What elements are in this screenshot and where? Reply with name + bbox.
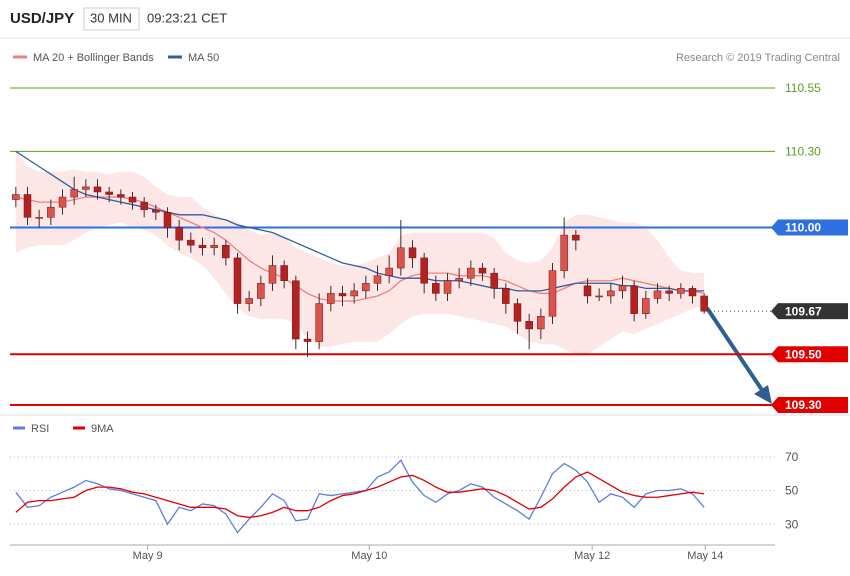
candle-body — [443, 280, 452, 294]
candle-body — [420, 257, 428, 284]
candle-body — [82, 186, 90, 190]
candle-body — [362, 283, 370, 292]
level-label-box — [778, 219, 848, 236]
candle-body — [607, 290, 615, 297]
candle-body — [373, 275, 382, 284]
candle-body — [385, 267, 393, 276]
time: 09:23:21 CET — [147, 10, 227, 25]
candle-body — [513, 303, 522, 322]
candle-body — [187, 239, 195, 246]
rsi-legend-label: RSI — [31, 423, 49, 435]
level-label-box — [778, 346, 848, 363]
level-label: 110.30 — [785, 145, 821, 159]
candle-body — [455, 277, 463, 281]
symbol: USD/JPY — [10, 10, 74, 27]
candle-body — [502, 288, 510, 304]
candle-body — [525, 321, 533, 330]
candle-body — [630, 285, 638, 314]
candle-body — [478, 267, 487, 274]
level-label-pointer — [771, 303, 778, 320]
candle-body — [303, 338, 312, 342]
candle-body — [408, 247, 417, 259]
x-tick-label: May 9 — [133, 550, 163, 562]
level-label: 110.55 — [785, 81, 821, 95]
candle-body — [58, 196, 67, 208]
rsi-tick-label: 30 — [785, 517, 799, 531]
legend-label: MA 50 — [188, 52, 219, 64]
candle-body — [245, 298, 253, 304]
candle-body — [350, 290, 358, 297]
level-label-box — [778, 397, 848, 413]
candle-body — [537, 315, 545, 330]
candle-body — [642, 298, 650, 314]
rsi-legend-label: 9MA — [91, 423, 114, 435]
candle-body — [280, 265, 288, 281]
candle-body — [35, 217, 43, 219]
candle-body — [315, 303, 323, 342]
candle-body — [140, 201, 148, 210]
x-tick-label: May 12 — [574, 550, 610, 562]
candle-body — [595, 295, 603, 298]
candle-body — [93, 186, 102, 193]
candle-body — [432, 283, 440, 294]
forecast-arrow — [705, 306, 768, 398]
candle-body — [560, 234, 568, 271]
candle-body — [653, 290, 662, 299]
level-label: 109.30 — [785, 398, 822, 412]
copyright: Research © 2019 Trading Central — [676, 52, 840, 64]
candle-body — [338, 293, 347, 297]
candle-body — [677, 288, 685, 294]
level-label-pointer — [771, 397, 778, 413]
candle-body — [198, 244, 207, 249]
legend-label: MA 20 + Bollinger Bands — [33, 52, 154, 64]
candle-body — [700, 295, 708, 312]
candle-body — [70, 189, 78, 198]
candle-body — [105, 191, 113, 195]
candle-body — [163, 212, 172, 228]
level-label-pointer — [771, 219, 778, 236]
rsi-line — [15, 471, 705, 519]
candle-body — [233, 257, 242, 304]
x-tick-label: May 14 — [687, 550, 723, 562]
candle-body — [128, 196, 137, 203]
candle-body — [490, 272, 498, 289]
candle-body — [23, 194, 32, 218]
candle-body — [548, 270, 557, 317]
candle-body — [47, 206, 55, 218]
bollinger-band — [15, 151, 705, 355]
candle-body — [688, 288, 697, 297]
candle-body — [583, 285, 592, 297]
level-label: 109.67 — [785, 304, 822, 318]
candle-body — [175, 227, 183, 241]
candle-body — [210, 244, 218, 249]
candle-body — [665, 290, 673, 294]
rsi-line — [15, 459, 705, 534]
candle-body — [222, 244, 230, 259]
candle-body — [292, 280, 300, 340]
candle-body — [117, 194, 125, 198]
candle-body — [152, 209, 160, 213]
candle-body — [572, 234, 580, 241]
candle-body — [327, 293, 335, 304]
candle-body — [257, 283, 265, 299]
candle-body — [467, 267, 475, 279]
level-label-box — [778, 303, 848, 320]
candle-body — [268, 265, 277, 284]
ma50-line — [15, 150, 705, 292]
interval-box[interactable] — [83, 7, 140, 31]
rsi-tick-label: 70 — [785, 450, 799, 464]
interval[interactable]: 30 MIN — [90, 10, 132, 25]
candle-body — [12, 194, 20, 200]
level-label: 110.00 — [785, 221, 821, 235]
x-tick-label: May 10 — [351, 550, 387, 562]
candle-body — [397, 247, 405, 269]
level-label-pointer — [771, 346, 778, 363]
candle-body — [618, 285, 627, 292]
rsi-tick-label: 50 — [785, 484, 799, 498]
forecast-arrowhead — [754, 385, 772, 404]
level-label: 109.50 — [785, 347, 822, 361]
